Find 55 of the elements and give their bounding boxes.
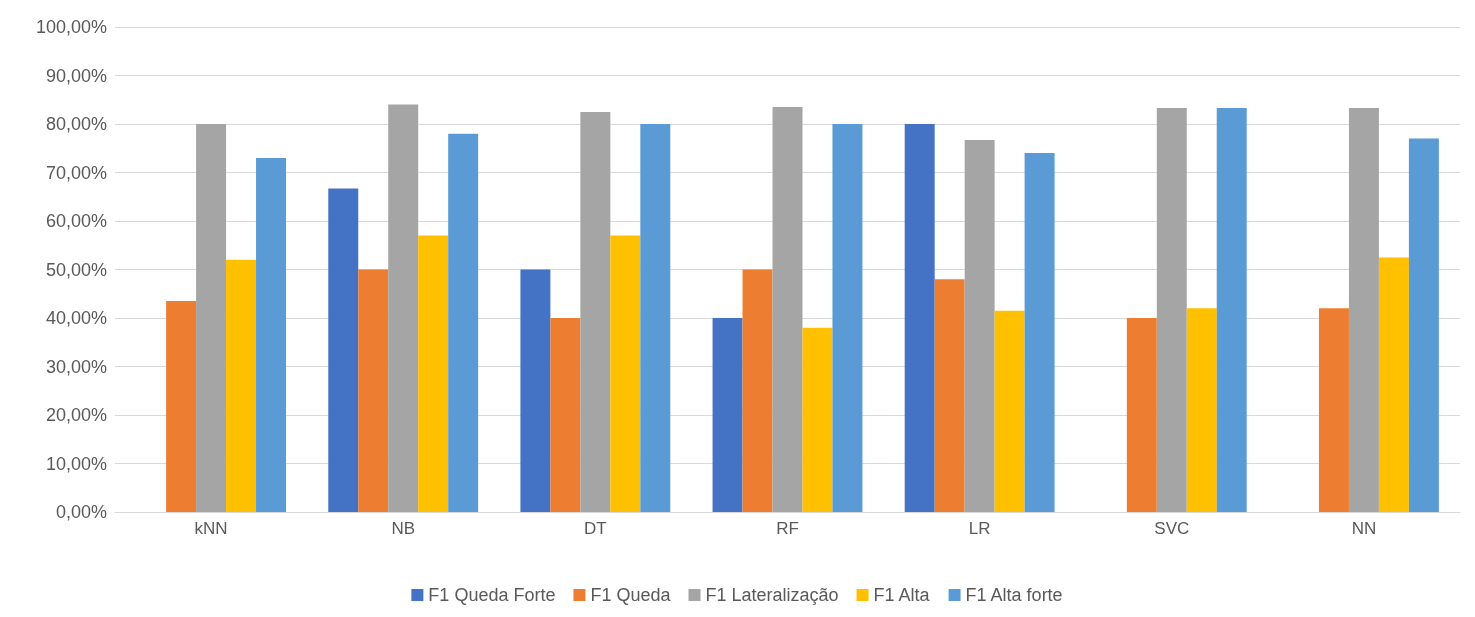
bar [226,259,257,512]
bar [832,124,863,512]
bar [610,235,641,512]
legend-label: F1 Queda [590,585,672,605]
x-tick-label: LR [968,519,991,538]
bar [964,140,995,512]
bar [166,301,197,512]
bar [994,310,1025,512]
x-tick-label: DT [584,519,607,538]
bar [328,188,359,512]
x-tick-label: NB [391,519,416,538]
bar [1024,153,1055,512]
y-tick-label: 70,00% [45,162,107,183]
bar [640,124,671,512]
bar [742,269,773,512]
y-tick-label: 80,00% [45,114,107,134]
y-tick-label: 40,00% [45,308,107,328]
y-tick-label: 0,00% [55,502,107,522]
bar [388,104,419,512]
bar [256,157,287,512]
y-tick-label: 60,00% [45,211,107,231]
bar [1216,108,1247,512]
bar [934,279,965,512]
bar [802,327,833,512]
bar [418,235,449,512]
bar [1126,318,1157,512]
legend-label: F1 Alta forte [965,585,1063,605]
bar [1408,138,1439,512]
bar [772,107,803,512]
bar [580,111,611,512]
legend-label: F1 Alta [873,585,931,605]
legend-label: F1 Queda Forte [428,585,556,605]
bar [358,269,389,512]
legend-label: F1 Lateralização [705,585,839,605]
x-tick-label: RF [776,519,799,538]
bar [1318,308,1349,512]
bar [904,124,935,512]
x-tick-label: SVC [1154,519,1190,538]
bar [520,269,551,512]
x-tick-label: NN [1351,519,1377,538]
bar [1156,108,1187,512]
y-tick-label: 20,00% [45,405,107,425]
bar [1186,308,1217,512]
x-tick-label: kNN [194,519,228,538]
bar [712,318,743,512]
bar [196,124,227,512]
y-tick-label: 90,00% [45,65,107,86]
bar [1348,108,1379,512]
bar [1378,257,1409,512]
y-tick-label: 100,00% [35,17,107,37]
y-tick-label: 30,00% [45,356,107,377]
y-tick-label: 50,00% [45,259,107,280]
bar [550,318,581,512]
bar [448,133,479,512]
y-tick-label: 10,00% [45,453,107,474]
